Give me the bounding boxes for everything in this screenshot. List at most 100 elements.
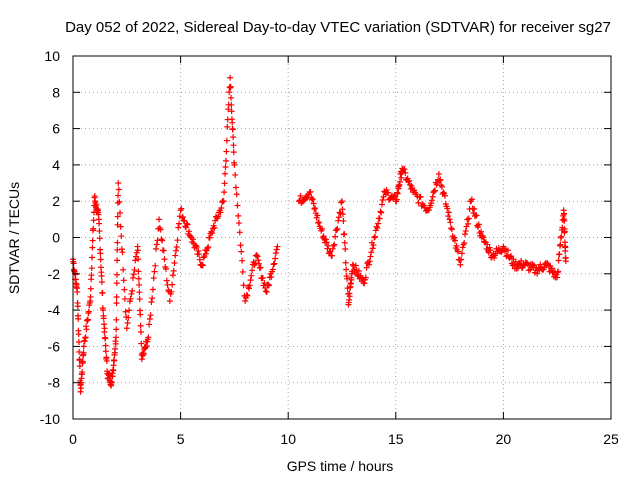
- data-point-interp: [91, 193, 98, 200]
- data-point-interp: [223, 148, 230, 155]
- data-point: [100, 307, 107, 314]
- data-point-interp: [83, 326, 90, 333]
- data-point-interp: [417, 193, 424, 200]
- axes: -10 -8 -6 -4 -2 0 2 4 6 8 10 0 5 10 15 20 25: [40, 48, 619, 447]
- data-point-interp: [79, 358, 86, 365]
- data-point-interp: [135, 268, 142, 275]
- data-point: [80, 343, 87, 350]
- data-point-interp: [309, 195, 316, 202]
- data-point-interp: [240, 282, 247, 289]
- data-point-interp: [136, 281, 143, 288]
- data-point-interp: [175, 224, 182, 231]
- y-tick-label: 10: [44, 48, 60, 64]
- data-point-interp: [96, 235, 103, 242]
- data-point-interp: [128, 290, 135, 297]
- data-point-interp: [436, 177, 443, 184]
- data-point-interp: [352, 262, 359, 269]
- data-point-interp: [75, 315, 82, 322]
- data-point-interp: [88, 265, 95, 272]
- data-point-interp: [114, 221, 121, 228]
- data-point-interp: [325, 242, 332, 249]
- y-axis-label: SDTVAR / TECUs: [6, 182, 22, 294]
- data-point-interp: [330, 242, 337, 249]
- data-point-interp: [101, 325, 108, 332]
- data-point-interp: [202, 250, 209, 257]
- data-point-interp: [331, 241, 338, 248]
- data-point-interp: [136, 296, 143, 303]
- data-point-interp: [192, 242, 199, 249]
- data-point-interp: [440, 189, 447, 196]
- data-point-interp: [445, 209, 452, 216]
- data-point-interp: [80, 349, 87, 356]
- data-point-interp: [135, 275, 142, 282]
- data-point-interp: [346, 293, 353, 300]
- data-point: [108, 379, 115, 386]
- data-point-interp: [445, 213, 452, 220]
- data-point-interp: [102, 335, 109, 342]
- data-point-interp: [82, 334, 89, 341]
- data-point-interp: [431, 187, 438, 194]
- data-point-interp: [228, 108, 235, 115]
- data-point-interp: [402, 169, 409, 176]
- data-point: [371, 234, 378, 241]
- data-point-interp: [186, 228, 193, 235]
- data-point-interp: [199, 262, 206, 269]
- data-point-interp: [561, 228, 568, 235]
- data-point-interp: [561, 217, 568, 224]
- data-point-interp: [126, 307, 133, 314]
- data-point-interp: [378, 209, 385, 216]
- data-point-interp: [341, 239, 348, 246]
- data-point-interp: [227, 83, 234, 90]
- data-point-interp: [555, 257, 562, 264]
- data-point: [554, 274, 561, 281]
- data-point-interp: [338, 199, 345, 206]
- data-point-interp: [375, 220, 382, 227]
- data-point-interp: [230, 149, 237, 156]
- data-point-interp: [113, 280, 120, 287]
- data-point: [263, 288, 270, 295]
- data-point-interp: [137, 329, 144, 336]
- data-point-interp: [437, 176, 444, 183]
- data-point-interp: [342, 246, 349, 253]
- data-point-interp: [329, 245, 336, 252]
- data-point-interp: [102, 348, 109, 355]
- data-point-interp: [129, 274, 136, 281]
- data-point-interp: [109, 373, 116, 380]
- data-point-interp: [257, 264, 264, 271]
- y-tick-label: -8: [48, 375, 61, 391]
- data-point-interp: [87, 285, 94, 292]
- data-point-interp: [85, 308, 92, 315]
- data-point-interp: [374, 224, 381, 231]
- data-point-interp: [342, 259, 349, 266]
- data-point-interp: [398, 174, 405, 181]
- data-point-interp: [451, 237, 458, 244]
- data-point-interp: [315, 219, 322, 226]
- data-point-interp: [112, 340, 119, 347]
- data-point-interp: [113, 316, 120, 323]
- data-point-interp: [379, 196, 386, 203]
- data-point-interp: [451, 234, 458, 241]
- data-point-interp: [246, 285, 253, 292]
- data-point-interp: [127, 295, 134, 302]
- data-point-interp: [136, 289, 143, 296]
- data-point: [199, 261, 206, 268]
- data-point: [115, 180, 122, 187]
- data-point-interp: [309, 196, 316, 203]
- data-point-interp: [146, 321, 153, 328]
- data-point-interp: [113, 326, 120, 333]
- data-point-interp: [90, 225, 97, 232]
- data-point-interp: [150, 275, 157, 282]
- data-point-interp: [465, 220, 472, 227]
- data-point-interp: [77, 385, 84, 392]
- data-point-interp: [512, 258, 519, 265]
- data-point: [562, 258, 569, 265]
- data-point-interp: [465, 215, 472, 222]
- data-point-interp: [461, 239, 468, 246]
- data-point-interp: [369, 245, 376, 252]
- data-point-interp: [396, 178, 403, 185]
- data-point-interp: [158, 236, 165, 243]
- data-point-interp: [76, 363, 83, 370]
- data-point: [274, 243, 281, 250]
- data-point-interp: [259, 274, 266, 281]
- data-point-interp: [113, 271, 120, 278]
